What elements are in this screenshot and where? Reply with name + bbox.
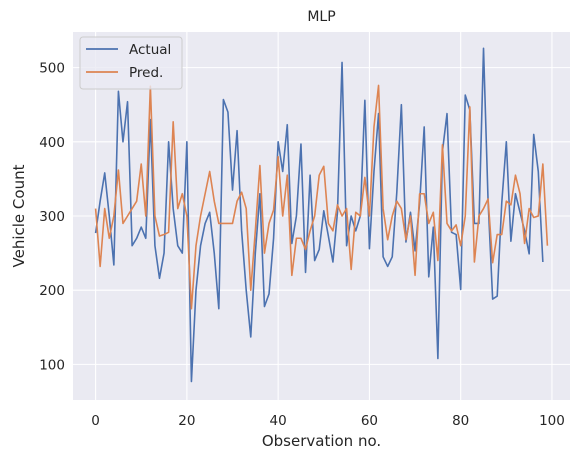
x-axis-label: Observation no. (262, 432, 381, 450)
y-axis-label: Vehicle Count (10, 164, 28, 267)
y-tick-label: 300 (39, 209, 65, 225)
x-tick-label: 0 (91, 413, 100, 429)
series-line-actual (94, 47, 544, 383)
y-tick-label: 400 (39, 135, 65, 151)
legend: Actual Pred. (79, 36, 183, 90)
x-tick-label: 40 (270, 413, 287, 429)
y-tick-label: 500 (39, 61, 65, 77)
x-tick-label: 20 (178, 413, 195, 429)
x-axis-ticks: 0 20 40 60 80 100 (91, 413, 565, 429)
series-layer (94, 47, 549, 383)
y-tick-label: 100 (39, 357, 65, 373)
x-tick-label: 100 (539, 413, 565, 429)
x-tick-label: 80 (452, 413, 469, 429)
series-line-pred (94, 84, 549, 310)
legend-box (79, 36, 183, 90)
x-tick-label: 60 (361, 413, 378, 429)
y-axis-ticks: 100 200 300 400 500 (39, 61, 65, 374)
chart-title: MLP (307, 9, 335, 25)
legend-label-pred: Pred. (129, 65, 163, 81)
y-tick-label: 200 (39, 283, 65, 299)
legend-label-actual: Actual (129, 42, 171, 58)
